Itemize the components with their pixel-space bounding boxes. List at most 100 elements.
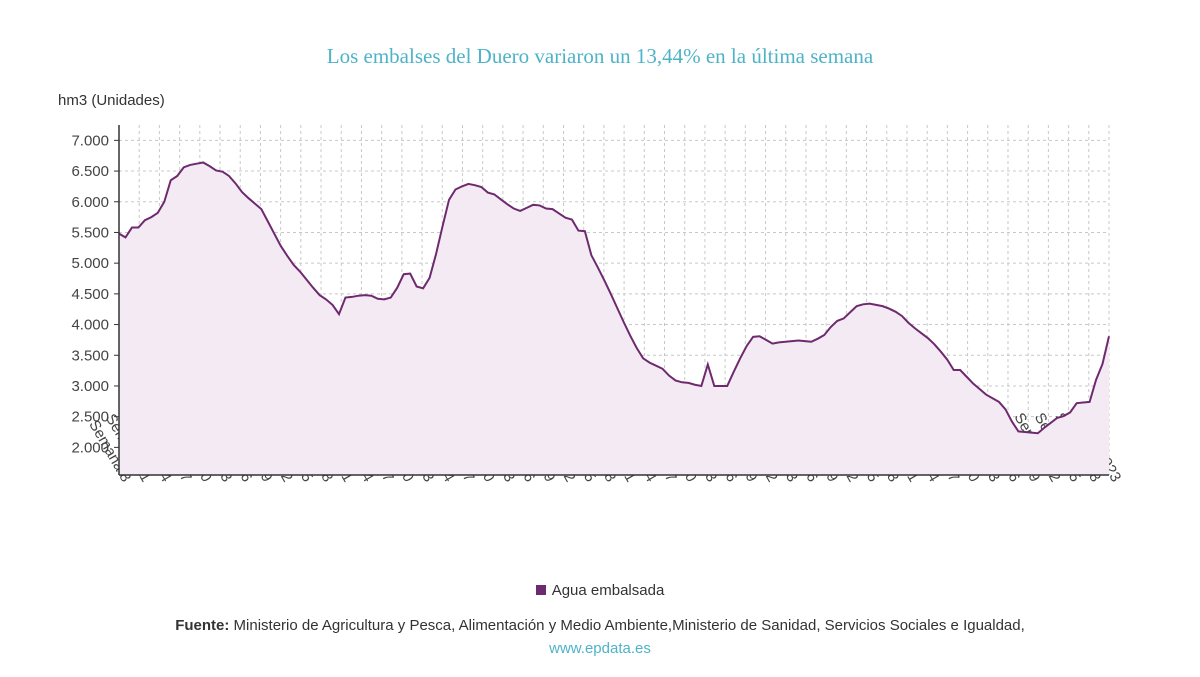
data-point[interactable] [731,369,737,375]
data-point[interactable] [226,173,232,179]
data-point[interactable] [802,338,808,344]
data-point[interactable] [938,349,944,355]
data-point[interactable] [278,243,284,249]
data-point[interactable] [698,383,704,389]
data-point[interactable] [860,301,866,307]
data-point[interactable] [1054,415,1060,421]
data-point[interactable] [789,338,795,344]
data-point[interactable] [666,373,672,379]
data-point[interactable] [1035,430,1041,436]
data-point[interactable] [407,271,413,277]
data-point[interactable] [1022,429,1028,435]
data-point[interactable] [375,296,381,302]
data-point[interactable] [291,262,297,268]
data-point[interactable] [1009,419,1015,425]
data-point[interactable] [258,206,264,212]
data-point[interactable] [420,285,426,291]
data-point[interactable] [472,182,478,188]
data-point[interactable] [323,296,329,302]
data-point[interactable] [537,202,543,208]
data-point[interactable] [1100,361,1106,367]
data-point[interactable] [847,309,853,315]
data-point[interactable] [168,177,174,183]
data-point[interactable] [867,301,873,307]
data-point[interactable] [873,302,879,308]
data-point[interactable] [595,264,601,270]
data-point[interactable] [284,253,290,259]
data-point[interactable] [498,196,504,202]
data-point[interactable] [368,293,374,299]
data-point[interactable] [213,167,219,173]
data-point[interactable] [815,336,821,342]
data-point[interactable] [977,386,983,392]
data-point[interactable] [304,277,310,283]
data-point[interactable] [608,291,614,297]
data-point[interactable] [951,367,957,373]
data-point[interactable] [401,271,407,277]
data-point[interactable] [983,392,989,398]
data-point[interactable] [1015,428,1021,434]
data-point[interactable] [575,228,581,234]
data-point[interactable] [135,225,141,231]
data-point[interactable] [252,201,258,207]
data-point[interactable] [1093,377,1099,383]
data-point[interactable] [634,345,640,351]
data-point[interactable] [1048,420,1054,426]
data-point[interactable] [782,339,788,345]
data-point[interactable] [478,184,484,190]
data-point[interactable] [232,180,238,186]
data-point[interactable] [931,341,937,347]
data-point[interactable] [543,206,549,212]
data-point[interactable] [614,305,620,311]
data-point[interactable] [627,333,633,339]
data-point[interactable] [530,202,536,208]
data-point[interactable] [550,206,556,212]
data-point[interactable] [647,360,653,366]
data-point[interactable] [1002,406,1008,412]
data-point[interactable] [181,164,187,170]
data-point[interactable] [588,252,594,258]
data-point[interactable] [355,293,361,299]
data-point[interactable] [336,311,342,317]
data-point[interactable] [970,381,976,387]
data-point[interactable] [582,228,588,234]
data-point[interactable] [349,294,355,300]
data-point[interactable] [880,303,886,309]
data-point[interactable] [194,161,200,167]
data-point[interactable] [724,383,730,389]
data-point[interactable] [737,355,743,361]
data-point[interactable] [640,355,646,361]
data-point[interactable] [459,183,465,189]
data-point[interactable] [200,159,206,165]
data-point[interactable] [705,361,711,367]
data-point[interactable] [763,337,769,343]
data-point[interactable] [569,217,575,223]
data-point[interactable] [504,201,510,207]
site-link[interactable]: www.epdata.es [549,640,651,657]
data-point[interactable] [653,363,659,369]
data-point[interactable] [711,383,717,389]
data-point[interactable] [601,277,607,283]
data-point[interactable] [750,334,756,340]
data-point[interactable] [892,309,898,315]
data-point[interactable] [491,191,497,197]
data-point[interactable] [1061,413,1067,419]
data-point[interactable] [427,275,433,281]
data-point[interactable] [905,320,911,326]
data-point[interactable] [187,162,193,168]
data-point[interactable] [944,357,950,363]
data-point[interactable] [854,303,860,309]
data-point[interactable] [1106,333,1112,339]
data-point[interactable] [517,208,523,214]
data-point[interactable] [245,195,251,201]
data-point[interactable] [310,285,316,291]
data-point[interactable] [679,379,685,385]
data-point[interactable] [996,399,1002,405]
data-point[interactable] [562,215,568,221]
data-point[interactable] [621,319,627,325]
data-point[interactable] [912,325,918,331]
data-point[interactable] [433,251,439,257]
data-point[interactable] [440,223,446,229]
data-point[interactable] [834,318,840,324]
data-point[interactable] [465,181,471,187]
